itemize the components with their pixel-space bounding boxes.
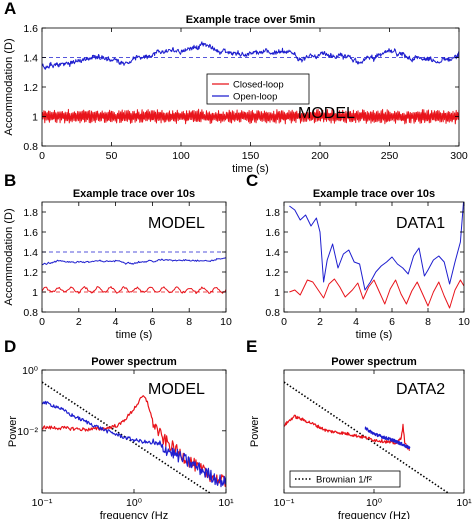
x-tick-label: 2 — [317, 316, 323, 328]
panel-annotation: MODEL — [148, 381, 205, 398]
chart-title: Power spectrum — [331, 356, 417, 368]
x-tick-label: 8 — [425, 316, 431, 328]
y-tick-label: 1.6 — [265, 227, 280, 239]
x-axis-label: frequency (Hz) — [338, 510, 410, 519]
y-tick-label: 1 — [274, 287, 280, 299]
series-line-closed-loop — [42, 286, 226, 294]
y-tick-label: 1.4 — [23, 247, 38, 259]
panel-letter: E — [246, 337, 257, 356]
y-tick-label: 1.2 — [23, 82, 38, 94]
x-tick-label: 10¹ — [218, 497, 234, 509]
y-axis-label: Power — [249, 416, 261, 448]
chart-title: Example trace over 10s — [73, 188, 195, 200]
panel-annotation: MODEL — [298, 105, 355, 122]
x-axis-label: time (s) — [232, 163, 269, 175]
x-tick-label: 10 — [220, 316, 232, 328]
panel-letter: C — [246, 171, 258, 190]
plot-area — [284, 381, 450, 493]
panel-c: C Example trace over 10s 0 2 4 6 8 10 0.8 1 1.2 1.4… — [246, 171, 470, 341]
plot-area — [42, 251, 226, 294]
x-tick-label: 100 — [172, 150, 190, 162]
panel-annotation: MODEL — [148, 215, 205, 232]
series-line-open-loop — [42, 41, 459, 70]
y-tick-label: 1.6 — [23, 23, 38, 35]
panel-letter: A — [4, 0, 16, 18]
series-line-open-loop — [42, 400, 226, 488]
panel-letter: B — [4, 171, 16, 190]
y-tick-label: 10⁰ — [22, 365, 39, 377]
x-tick-label: 10⁻¹ — [274, 497, 295, 509]
series-line-open-loop — [289, 202, 464, 291]
y-axis-label: Power — [7, 416, 19, 448]
series-line-closed-loop — [289, 278, 464, 309]
panel-a: A Example trace over 5min 0 50 100 150 200 250 3… — [3, 0, 468, 175]
axes-box — [283, 201, 465, 313]
legend-label: Open-loop — [233, 92, 277, 103]
series-line-closed-loop — [284, 414, 411, 451]
legend-label: Closed-loop — [233, 80, 284, 91]
chart-title: Example trace over 5min — [186, 14, 316, 26]
series-line-open-loop — [42, 257, 226, 266]
legend-label: Brownian 1/f² — [316, 475, 372, 486]
x-tick-label: 300 — [450, 150, 468, 162]
panel-annotation: DATA1 — [396, 215, 445, 232]
y-tick-label: 1.4 — [265, 247, 280, 259]
x-tick-label: 0 — [39, 316, 45, 328]
y-tick-label: 1.8 — [23, 207, 38, 219]
y-tick-label: 1.2 — [265, 267, 280, 279]
panel-annotation: DATA2 — [396, 381, 445, 398]
x-tick-label: 4 — [353, 316, 359, 328]
x-tick-label: 250 — [381, 150, 399, 162]
y-tick-label: 0.8 — [23, 307, 38, 319]
x-tick-label: 6 — [149, 316, 155, 328]
x-tick-label: 150 — [242, 150, 260, 162]
y-tick-label: 1.2 — [23, 267, 38, 279]
x-tick-label: 0 — [39, 150, 45, 162]
x-tick-label: 50 — [106, 150, 118, 162]
y-tick-label: 1.6 — [23, 227, 38, 239]
x-tick-label: 6 — [389, 316, 395, 328]
series-line-brownian — [42, 381, 212, 493]
plot-area — [42, 381, 226, 493]
y-tick-label: 10⁻² — [17, 426, 38, 438]
series-line-closed-loop — [42, 108, 459, 125]
y-tick-label: 0.8 — [265, 307, 280, 319]
x-tick-label: 0 — [281, 316, 287, 328]
x-tick-label: 10⁰ — [366, 497, 383, 509]
plot-area — [289, 202, 464, 309]
x-axis-label: frequency (Hz — [100, 510, 168, 519]
panel-letter: D — [4, 337, 16, 356]
y-tick-label: 1 — [32, 287, 38, 299]
y-tick-label: 1.4 — [23, 53, 38, 65]
panel-b: B Example trace over 10s 0 2 4 6 8 10 0.8 1 1.2 1.4… — [3, 171, 232, 341]
x-tick-label: 10¹ — [456, 497, 472, 509]
x-axis-label: time (s) — [356, 329, 393, 341]
axes-box — [41, 201, 227, 313]
chart-title: Example trace over 10s — [313, 188, 435, 200]
x-tick-label: 10⁰ — [126, 497, 143, 509]
plot-area — [42, 41, 459, 125]
y-tick-label: 1 — [32, 112, 38, 124]
x-tick-label: 10⁻¹ — [32, 497, 53, 509]
panel-e: E Power spectrum 10⁻¹ 10⁰ 10¹ frequency (Hz) P… — [246, 337, 472, 519]
x-tick-label: 8 — [186, 316, 192, 328]
y-axis-label: Accommodation (D) — [3, 208, 15, 305]
series-line-brownian — [284, 381, 450, 493]
y-tick-label: 0.8 — [23, 141, 38, 153]
x-tick-label: 200 — [311, 150, 329, 162]
x-tick-label: 10 — [458, 316, 470, 328]
y-axis-label: Accommodation (D) — [3, 38, 15, 135]
x-tick-label: 2 — [76, 316, 82, 328]
x-tick-label: 4 — [113, 316, 119, 328]
chart-title: Power spectrum — [91, 356, 177, 368]
x-axis-label: time (s) — [116, 329, 153, 341]
legend-box — [206, 73, 310, 105]
legend-box — [289, 470, 401, 488]
y-tick-label: 1.8 — [265, 207, 280, 219]
series-line-open-loop — [364, 426, 411, 449]
